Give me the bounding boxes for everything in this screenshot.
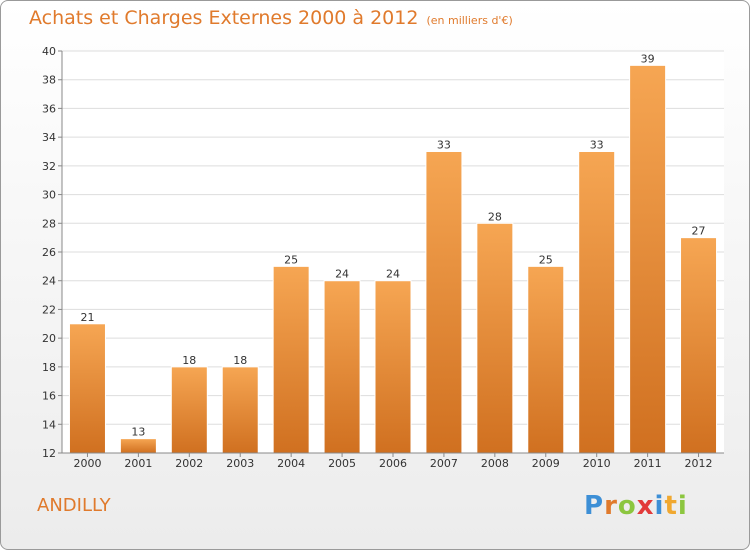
y-tick-label: 40 <box>42 45 56 58</box>
bar <box>527 265 565 454</box>
y-tick-label: 18 <box>42 361 56 374</box>
bar <box>578 151 616 454</box>
x-tick-label: 2009 <box>532 457 560 470</box>
town-name: ANDILLY <box>37 495 111 516</box>
data-label: 21 <box>80 311 94 324</box>
chart-subtitle: (en milliers d'€) <box>426 14 513 27</box>
data-label: 13 <box>131 426 145 439</box>
x-tick-label: 2007 <box>430 457 458 470</box>
chart-title-text: Achats et Charges Externes 2000 à 2012 <box>29 7 419 29</box>
bars <box>68 64 718 454</box>
y-tick-label: 14 <box>42 418 56 431</box>
bar <box>680 237 718 454</box>
data-label: 24 <box>335 268 349 281</box>
chart-title: Achats et Charges Externes 2000 à 2012 (e… <box>29 7 513 29</box>
data-label: 18 <box>182 354 196 367</box>
bar <box>221 366 259 454</box>
x-tick-label: 2012 <box>685 457 713 470</box>
bar <box>68 323 106 454</box>
x-tick-label: 2011 <box>634 457 662 470</box>
data-label: 25 <box>539 253 553 266</box>
x-tick-label: 2010 <box>583 457 611 470</box>
data-label: 25 <box>284 253 298 266</box>
logo-letter: o <box>617 491 637 521</box>
data-label: 28 <box>488 210 502 223</box>
y-tick-label: 36 <box>42 102 56 115</box>
y-tick-label: 38 <box>42 74 56 87</box>
bar <box>119 438 157 454</box>
y-tick-label: 24 <box>42 275 56 288</box>
bar <box>476 222 514 454</box>
logo-letter: x <box>636 491 655 521</box>
x-tick-label: 2001 <box>124 457 152 470</box>
logo-letter: i <box>677 491 688 521</box>
y-tick-label: 28 <box>42 217 56 230</box>
bar <box>425 151 463 454</box>
x-tick-label: 2004 <box>277 457 305 470</box>
bar <box>374 280 412 454</box>
y-tick-label: 32 <box>42 160 56 173</box>
y-tick-label: 30 <box>42 189 56 202</box>
logo-letter: i <box>654 491 665 521</box>
logo-letter: P <box>584 491 605 521</box>
data-label: 33 <box>590 139 604 152</box>
data-labels: 21 13 18 18 25 24 24 33 28 25 33 39 27 <box>80 52 705 438</box>
bar <box>323 280 361 454</box>
y-axis-ticks: 12 14 16 18 20 22 24 26 28 30 32 34 36 38 40 <box>42 45 62 460</box>
x-tick-label: 2003 <box>226 457 254 470</box>
x-axis-ticks: 2000 2001 2002 2003 2004 2005 2006 2007 2008 2009… <box>73 453 713 470</box>
logo-letter: r <box>604 491 618 521</box>
y-tick-label: 26 <box>42 246 56 259</box>
bar <box>170 366 208 454</box>
x-tick-label: 2005 <box>328 457 356 470</box>
x-tick-label: 2002 <box>175 457 203 470</box>
y-tick-label: 16 <box>42 390 56 403</box>
y-tick-label: 34 <box>42 131 56 144</box>
data-label: 18 <box>233 354 247 367</box>
y-tick-label: 22 <box>42 303 56 316</box>
bar <box>272 265 310 454</box>
x-tick-label: 2006 <box>379 457 407 470</box>
x-tick-label: 2008 <box>481 457 509 470</box>
y-tick-label: 12 <box>42 447 56 460</box>
proxiti-logo: Proxiti <box>584 491 688 521</box>
bar <box>629 64 667 454</box>
data-label: 33 <box>437 139 451 152</box>
data-label: 24 <box>386 268 400 281</box>
x-tick-label: 2000 <box>73 457 101 470</box>
data-label: 27 <box>692 225 706 238</box>
data-label: 39 <box>641 52 655 65</box>
logo-letter: t <box>664 491 678 521</box>
y-tick-label: 20 <box>42 332 56 345</box>
